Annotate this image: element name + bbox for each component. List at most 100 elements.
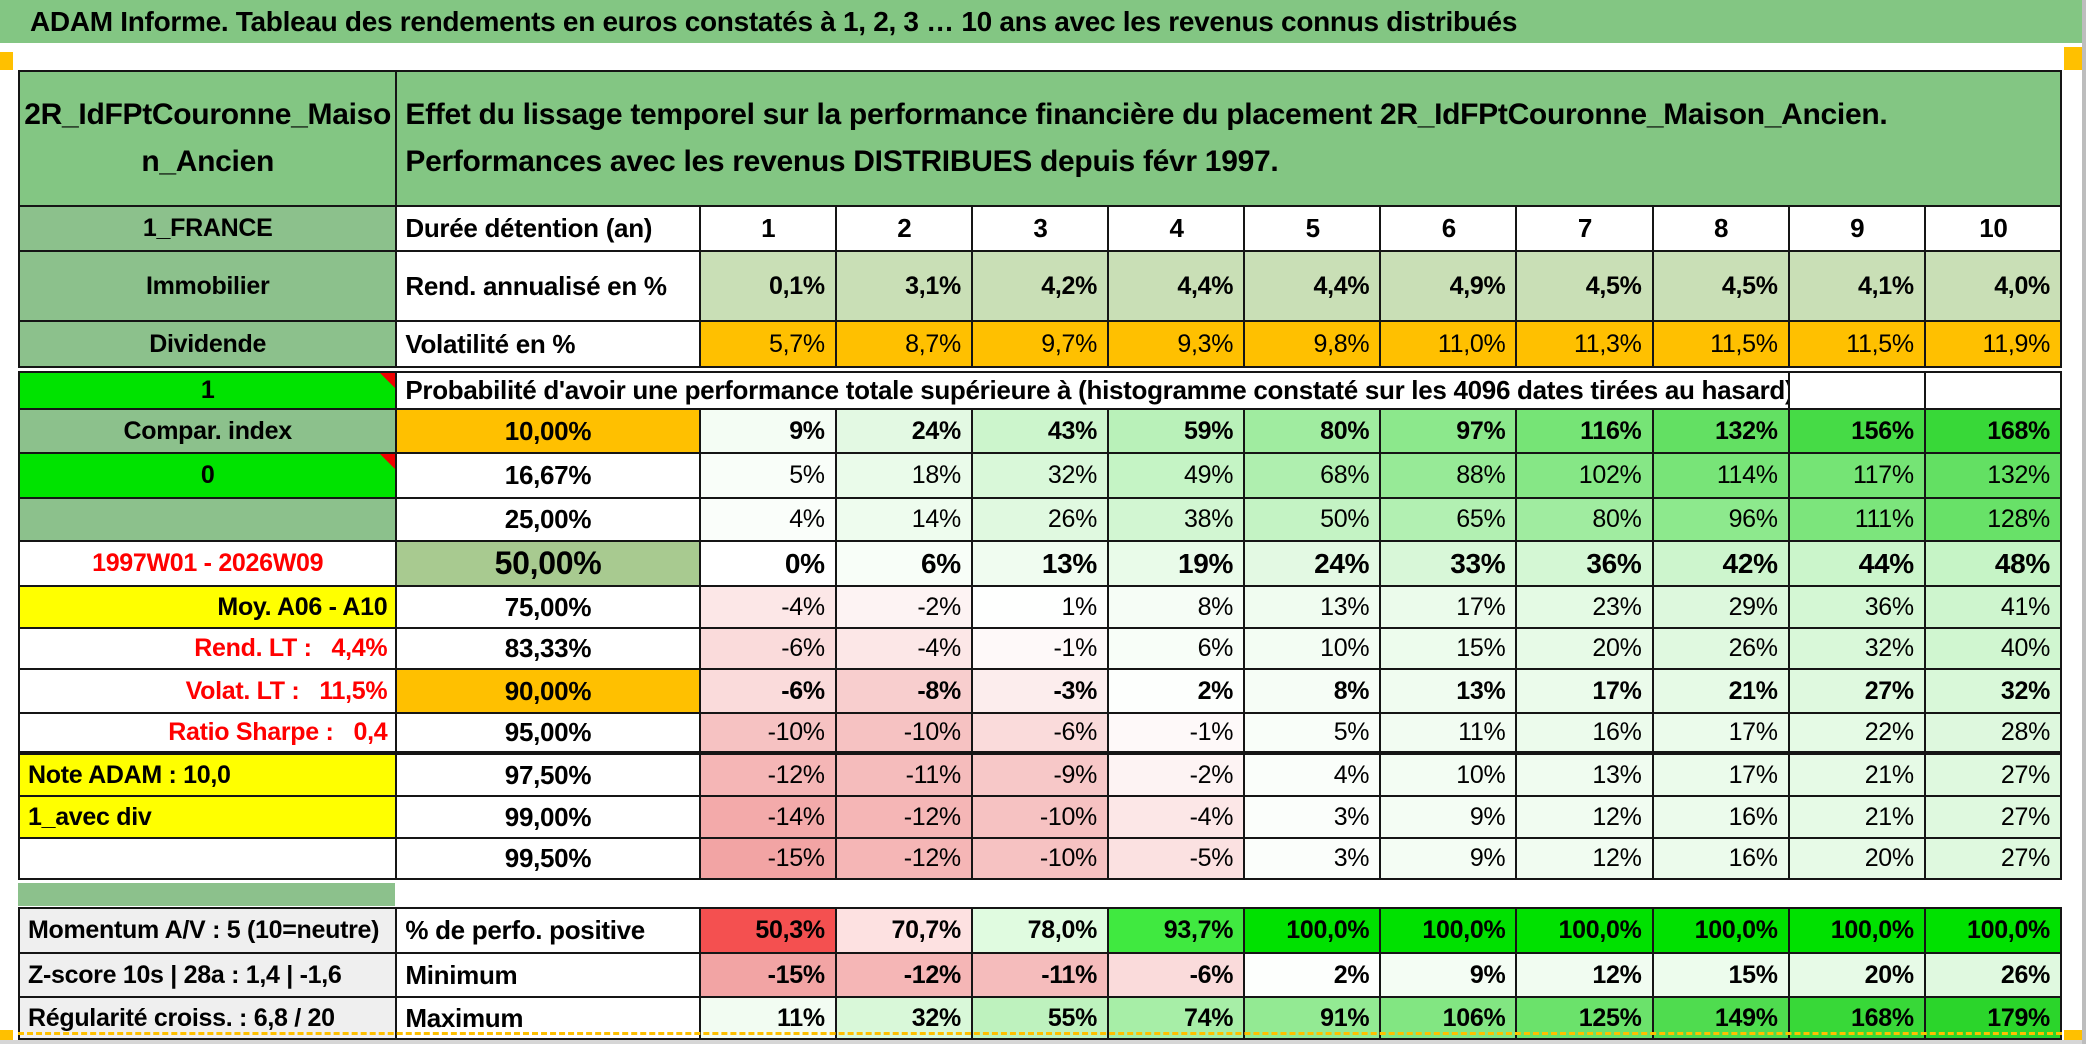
value-cell[interactable]: 4: [1107, 205, 1246, 252]
value-cell[interactable]: 42%: [1651, 540, 1790, 587]
value-cell[interactable]: 32%: [970, 452, 1110, 499]
metric-label-cell[interactable]: Minimum: [395, 952, 701, 998]
value-cell[interactable]: 22%: [1787, 712, 1926, 755]
value-cell[interactable]: 21%: [1787, 752, 1926, 797]
value-cell[interactable]: 8,7%: [834, 320, 973, 368]
value-cell[interactable]: -12%: [834, 795, 973, 839]
value-cell[interactable]: 11,5%: [1651, 320, 1790, 368]
value-cell[interactable]: 100,0%: [1651, 907, 1790, 954]
value-cell[interactable]: -8%: [834, 668, 973, 714]
value-cell[interactable]: 13%: [1379, 668, 1518, 714]
metric-label-cell[interactable]: % de perfo. positive: [395, 907, 701, 954]
metric-label-cell[interactable]: Durée détention (an): [395, 205, 701, 252]
metric-label-cell[interactable]: 90,00%: [395, 668, 701, 714]
value-cell[interactable]: 4,5%: [1651, 250, 1790, 322]
metric-label-cell[interactable]: 99,50%: [395, 837, 701, 880]
value-cell[interactable]: 8%: [1106, 585, 1246, 629]
value-cell[interactable]: 10%: [1243, 627, 1382, 670]
value-cell[interactable]: 16%: [1651, 837, 1790, 880]
value-cell[interactable]: 21%: [1787, 795, 1926, 839]
value-cell[interactable]: -12%: [834, 952, 973, 998]
value-cell[interactable]: 1%: [970, 585, 1110, 629]
value-cell[interactable]: 9: [1787, 205, 1926, 252]
metric-label-cell[interactable]: 50,00%: [395, 540, 701, 587]
value-cell[interactable]: 4,9%: [1379, 250, 1518, 322]
value-cell[interactable]: -1%: [1106, 712, 1246, 755]
value-cell[interactable]: 12%: [1515, 795, 1654, 839]
value-cell[interactable]: 9,7%: [970, 320, 1110, 368]
value-cell[interactable]: 132%: [1923, 452, 2063, 499]
value-cell[interactable]: -9%: [970, 752, 1110, 797]
value-cell[interactable]: 20%: [1787, 952, 1926, 998]
value-cell[interactable]: 17%: [1651, 752, 1790, 797]
income-type-label[interactable]: Dividende: [17, 320, 398, 368]
value-cell[interactable]: -10%: [698, 712, 837, 755]
value-cell[interactable]: 80%: [1243, 408, 1382, 454]
metric-label-cell[interactable]: 97,50%: [395, 752, 701, 797]
value-cell[interactable]: 44%: [1787, 540, 1926, 587]
value-cell[interactable]: 156%: [1787, 408, 1926, 454]
value-cell[interactable]: 15%: [1651, 952, 1790, 998]
value-cell[interactable]: -10%: [970, 837, 1110, 880]
metric-label-cell[interactable]: 16,67%: [395, 452, 701, 499]
value-cell[interactable]: 13%: [1515, 752, 1654, 797]
value-cell[interactable]: 27%: [1923, 795, 2063, 839]
value-cell[interactable]: -6%: [698, 627, 837, 670]
value-cell[interactable]: -6%: [970, 712, 1110, 755]
asset-class-label[interactable]: Immobilier: [17, 250, 398, 322]
value-cell[interactable]: 8%: [1243, 668, 1382, 714]
value-cell[interactable]: 17%: [1651, 712, 1790, 755]
value-cell[interactable]: 9%: [1379, 837, 1518, 880]
value-cell[interactable]: 100,0%: [1243, 907, 1382, 954]
value-cell[interactable]: -4%: [1106, 795, 1246, 839]
fund-name-cell[interactable]: 2R_IdFPtCouronne_Maison_Ancien: [17, 70, 398, 207]
period-range-label[interactable]: 1997W01 - 2026W09: [17, 540, 398, 587]
header-description-cell[interactable]: Effet du lissage temporel sur la perform…: [395, 70, 2062, 207]
value-cell[interactable]: 11%: [1379, 712, 1518, 755]
value-cell[interactable]: 13%: [1243, 585, 1382, 629]
value-cell[interactable]: 5: [1243, 205, 1382, 252]
value-cell[interactable]: 49%: [1106, 452, 1246, 499]
value-cell[interactable]: 2%: [1106, 668, 1246, 714]
value-cell[interactable]: -3%: [970, 668, 1110, 714]
value-cell[interactable]: 5%: [698, 452, 837, 499]
value-cell[interactable]: 97%: [1379, 408, 1518, 454]
value-cell[interactable]: 21%: [1651, 668, 1790, 714]
comparison-index-label[interactable]: Compar. index: [17, 408, 398, 454]
value-cell[interactable]: 19%: [1106, 540, 1246, 587]
metric-label-cell[interactable]: 99,00%: [395, 795, 701, 839]
value-cell[interactable]: 50%: [1243, 497, 1382, 542]
value-cell[interactable]: 4,4%: [1243, 250, 1382, 322]
value-cell[interactable]: 9%: [1379, 952, 1518, 998]
sheet-cell[interactable]: [1787, 371, 1926, 410]
value-cell[interactable]: 27%: [1787, 668, 1926, 714]
value-cell[interactable]: 10%: [1379, 752, 1518, 797]
metric-label-cell[interactable]: 75,00%: [395, 585, 701, 629]
value-cell[interactable]: 9%: [698, 408, 837, 454]
value-cell[interactable]: 5,7%: [698, 320, 837, 368]
value-cell[interactable]: 168%: [1923, 408, 2063, 454]
value-cell[interactable]: 96%: [1651, 497, 1790, 542]
value-cell[interactable]: 17%: [1515, 668, 1654, 714]
value-cell[interactable]: 102%: [1515, 452, 1654, 499]
value-cell[interactable]: 3,1%: [834, 250, 973, 322]
adam-score-label[interactable]: Note ADAM : 10,0: [17, 752, 398, 797]
value-cell[interactable]: 17%: [1379, 585, 1518, 629]
value-cell[interactable]: 7: [1515, 205, 1654, 252]
value-cell[interactable]: -4%: [698, 585, 837, 629]
value-cell[interactable]: 11,0%: [1379, 320, 1518, 368]
value-cell[interactable]: 4%: [1243, 752, 1382, 797]
value-cell[interactable]: -12%: [834, 837, 973, 880]
value-cell[interactable]: 10: [1923, 205, 2063, 252]
metric-label-cell[interactable]: Rend. annualisé en %: [395, 250, 701, 322]
value-cell[interactable]: 9%: [1379, 795, 1518, 839]
value-cell[interactable]: 24%: [1243, 540, 1382, 587]
with-dividends-label[interactable]: 1_avec div: [17, 795, 398, 839]
value-cell[interactable]: -2%: [834, 585, 973, 629]
value-cell[interactable]: 27%: [1923, 752, 2063, 797]
value-cell[interactable]: 9,8%: [1243, 320, 1382, 368]
value-cell[interactable]: 27%: [1923, 837, 2063, 880]
value-cell[interactable]: 59%: [1106, 408, 1246, 454]
value-cell[interactable]: 1: [698, 205, 837, 252]
value-cell[interactable]: 43%: [970, 408, 1110, 454]
